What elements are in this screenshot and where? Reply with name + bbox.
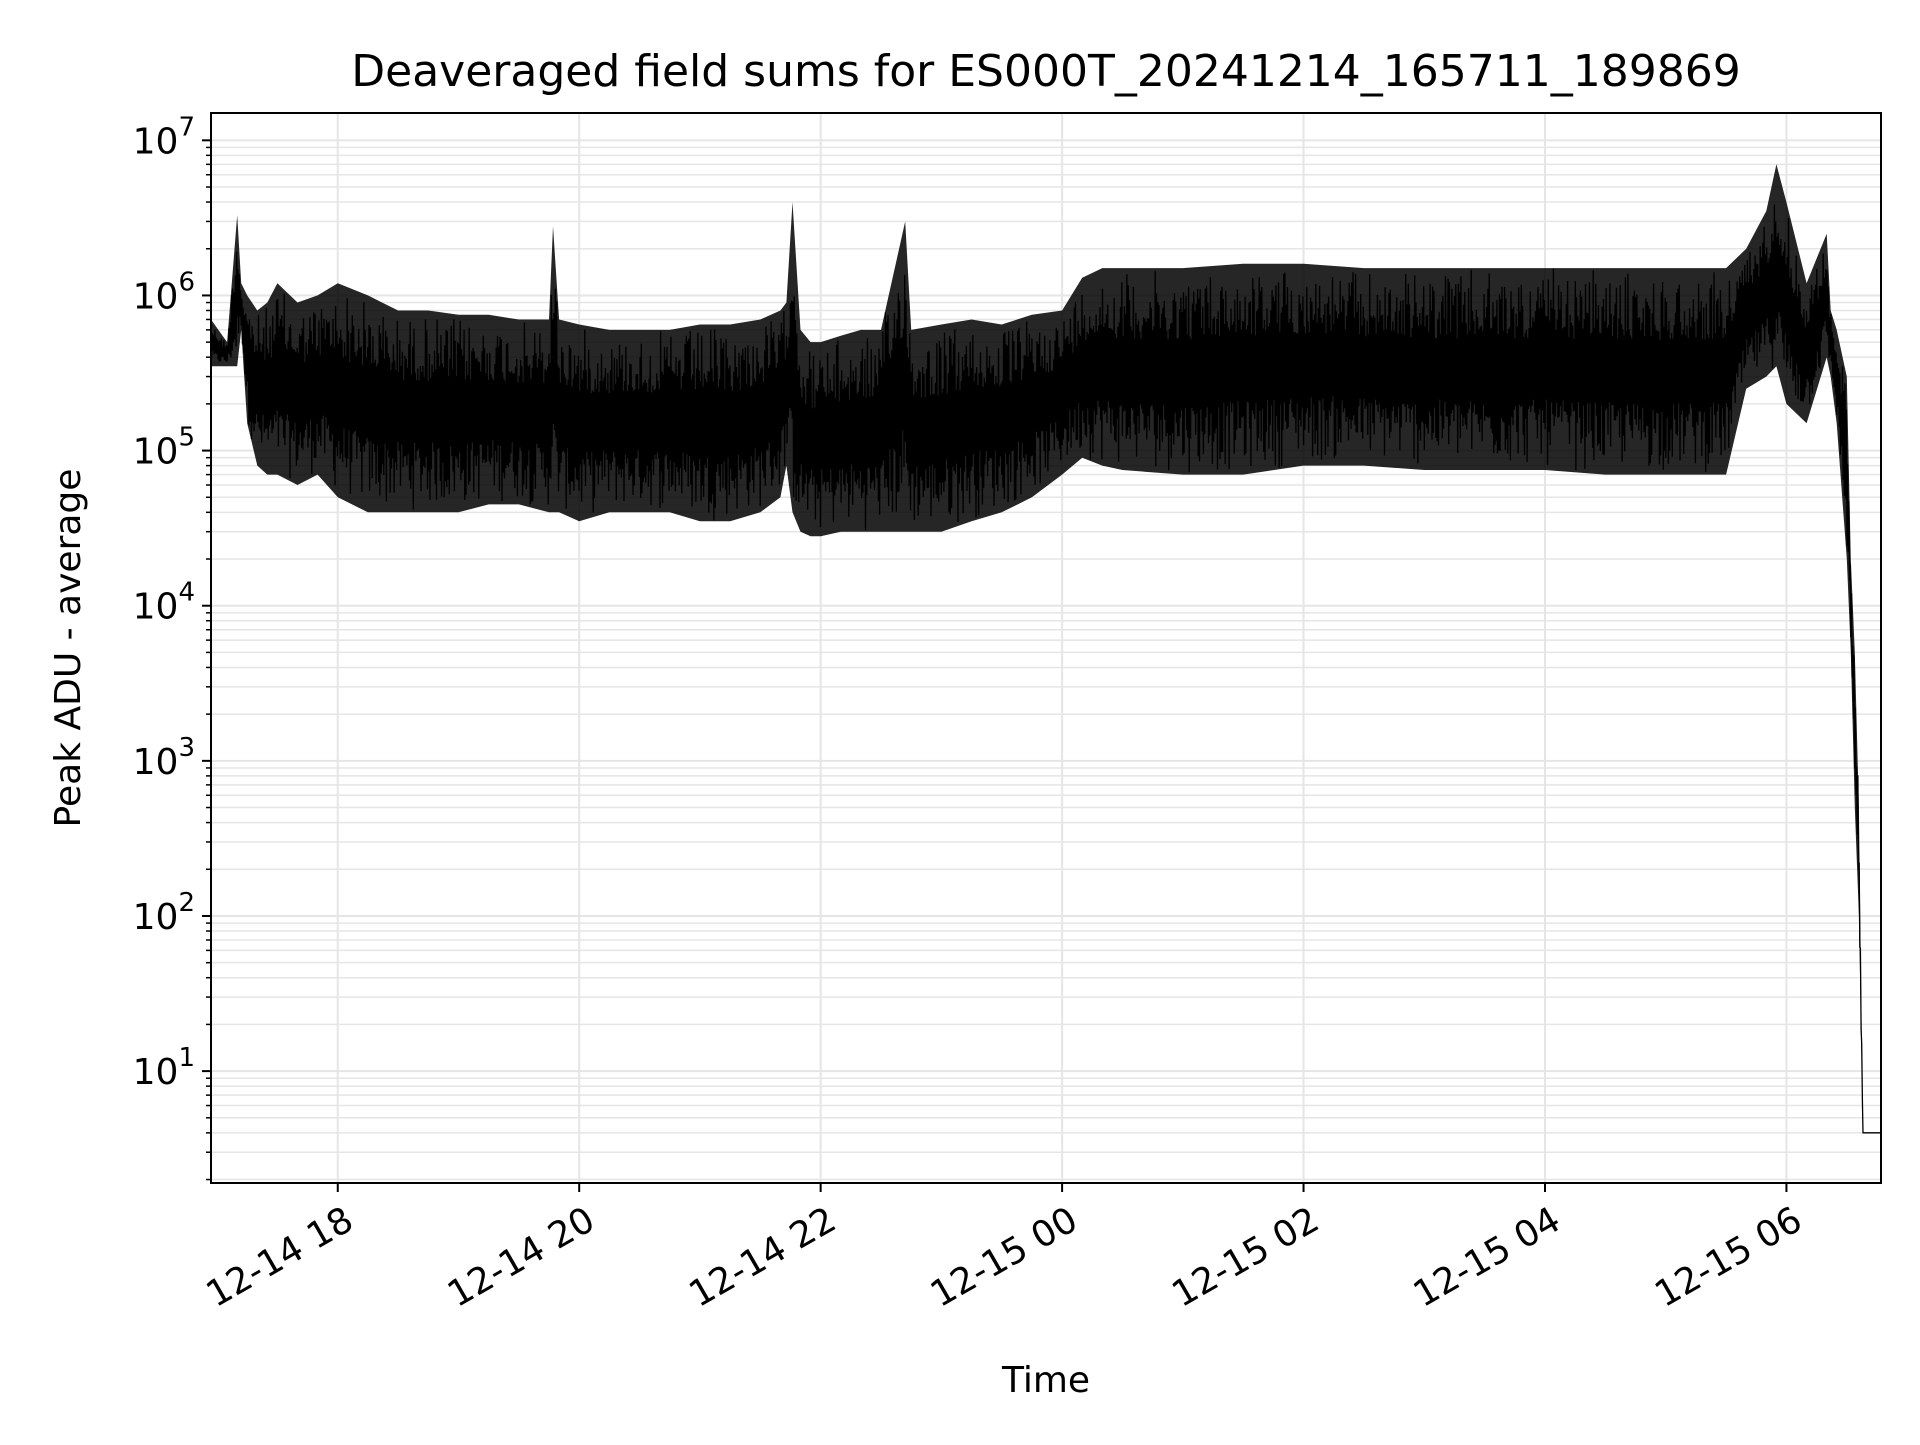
y-tick-label: 106 <box>133 267 195 317</box>
x-axis-label: Time <box>1001 1360 1090 1401</box>
series-line <box>211 204 1881 1134</box>
data-layer <box>211 164 1881 1134</box>
y-tick-label: 105 <box>133 423 195 473</box>
plot-frame <box>210 112 1882 1184</box>
chart-title: Deaveraged field sums for ES000T_2024121… <box>351 46 1740 97</box>
y-tick-label: 101 <box>133 1043 195 1093</box>
y-tick-label: 103 <box>133 733 195 783</box>
y-axis-label: Peak ADU - average <box>48 469 89 828</box>
y-tick-label: 102 <box>133 888 195 938</box>
y-tick-label: 107 <box>133 112 195 162</box>
y-tick-label: 104 <box>133 578 195 628</box>
